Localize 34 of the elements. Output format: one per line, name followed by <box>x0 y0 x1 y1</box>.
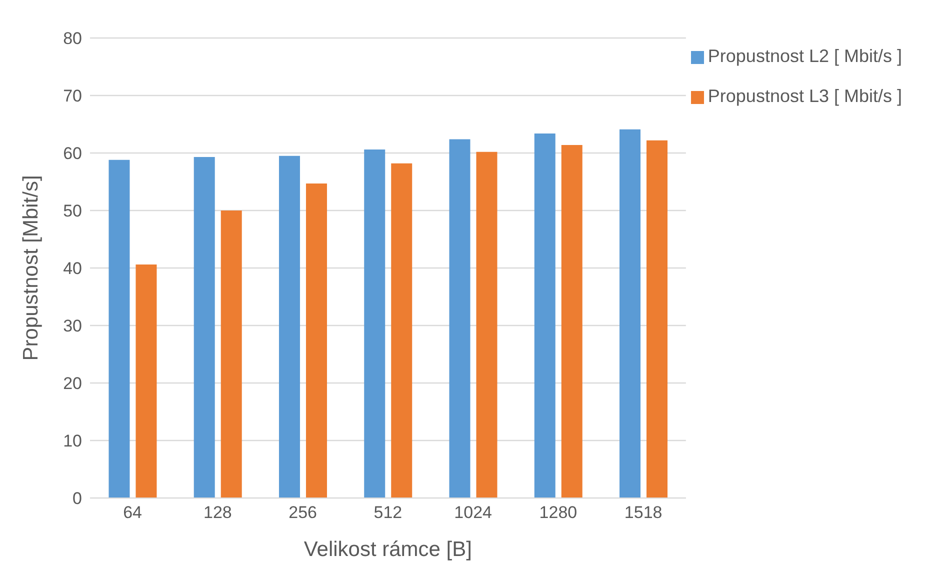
bar <box>220 210 242 498</box>
x-tick-label: 128 <box>204 503 232 522</box>
bar <box>364 150 386 498</box>
bar <box>278 156 300 498</box>
bar <box>449 139 470 498</box>
bar <box>391 163 412 498</box>
x-tick-label: 512 <box>374 503 402 522</box>
y-tick-label: 80 <box>63 29 82 48</box>
y-axis-title: Propustnost [Mbit/s] <box>19 175 42 361</box>
legend-label: Propustnost L3 [ Mbit/s ] <box>708 86 902 106</box>
y-tick-label: 0 <box>72 489 82 508</box>
bar <box>108 160 130 498</box>
bar <box>646 140 668 498</box>
x-tick-label: 256 <box>288 503 318 522</box>
y-tick-label: 70 <box>63 86 82 106</box>
x-tick-label: 64 <box>123 503 142 522</box>
bar <box>561 144 582 498</box>
y-tick-label: 50 <box>63 202 82 221</box>
bar <box>306 183 327 498</box>
x-tick-label: 1024 <box>454 503 492 522</box>
bar <box>194 157 215 498</box>
x-tick-label: 1518 <box>624 503 662 522</box>
legend-label: Propustnost L2 [ Mbit/s ] <box>708 46 902 66</box>
x-axis-title: Velikost rámce [B] <box>304 538 472 561</box>
y-tick-label: 20 <box>63 374 82 394</box>
x-tick-label: 1280 <box>539 503 578 522</box>
y-tick-label: 60 <box>63 144 82 164</box>
bar <box>136 264 157 498</box>
y-tick-label: 30 <box>63 316 82 336</box>
bar <box>476 152 498 498</box>
y-tick-label: 40 <box>63 259 82 278</box>
y-tick-label: 10 <box>63 432 82 451</box>
bar <box>534 133 556 498</box>
bar <box>620 129 641 498</box>
